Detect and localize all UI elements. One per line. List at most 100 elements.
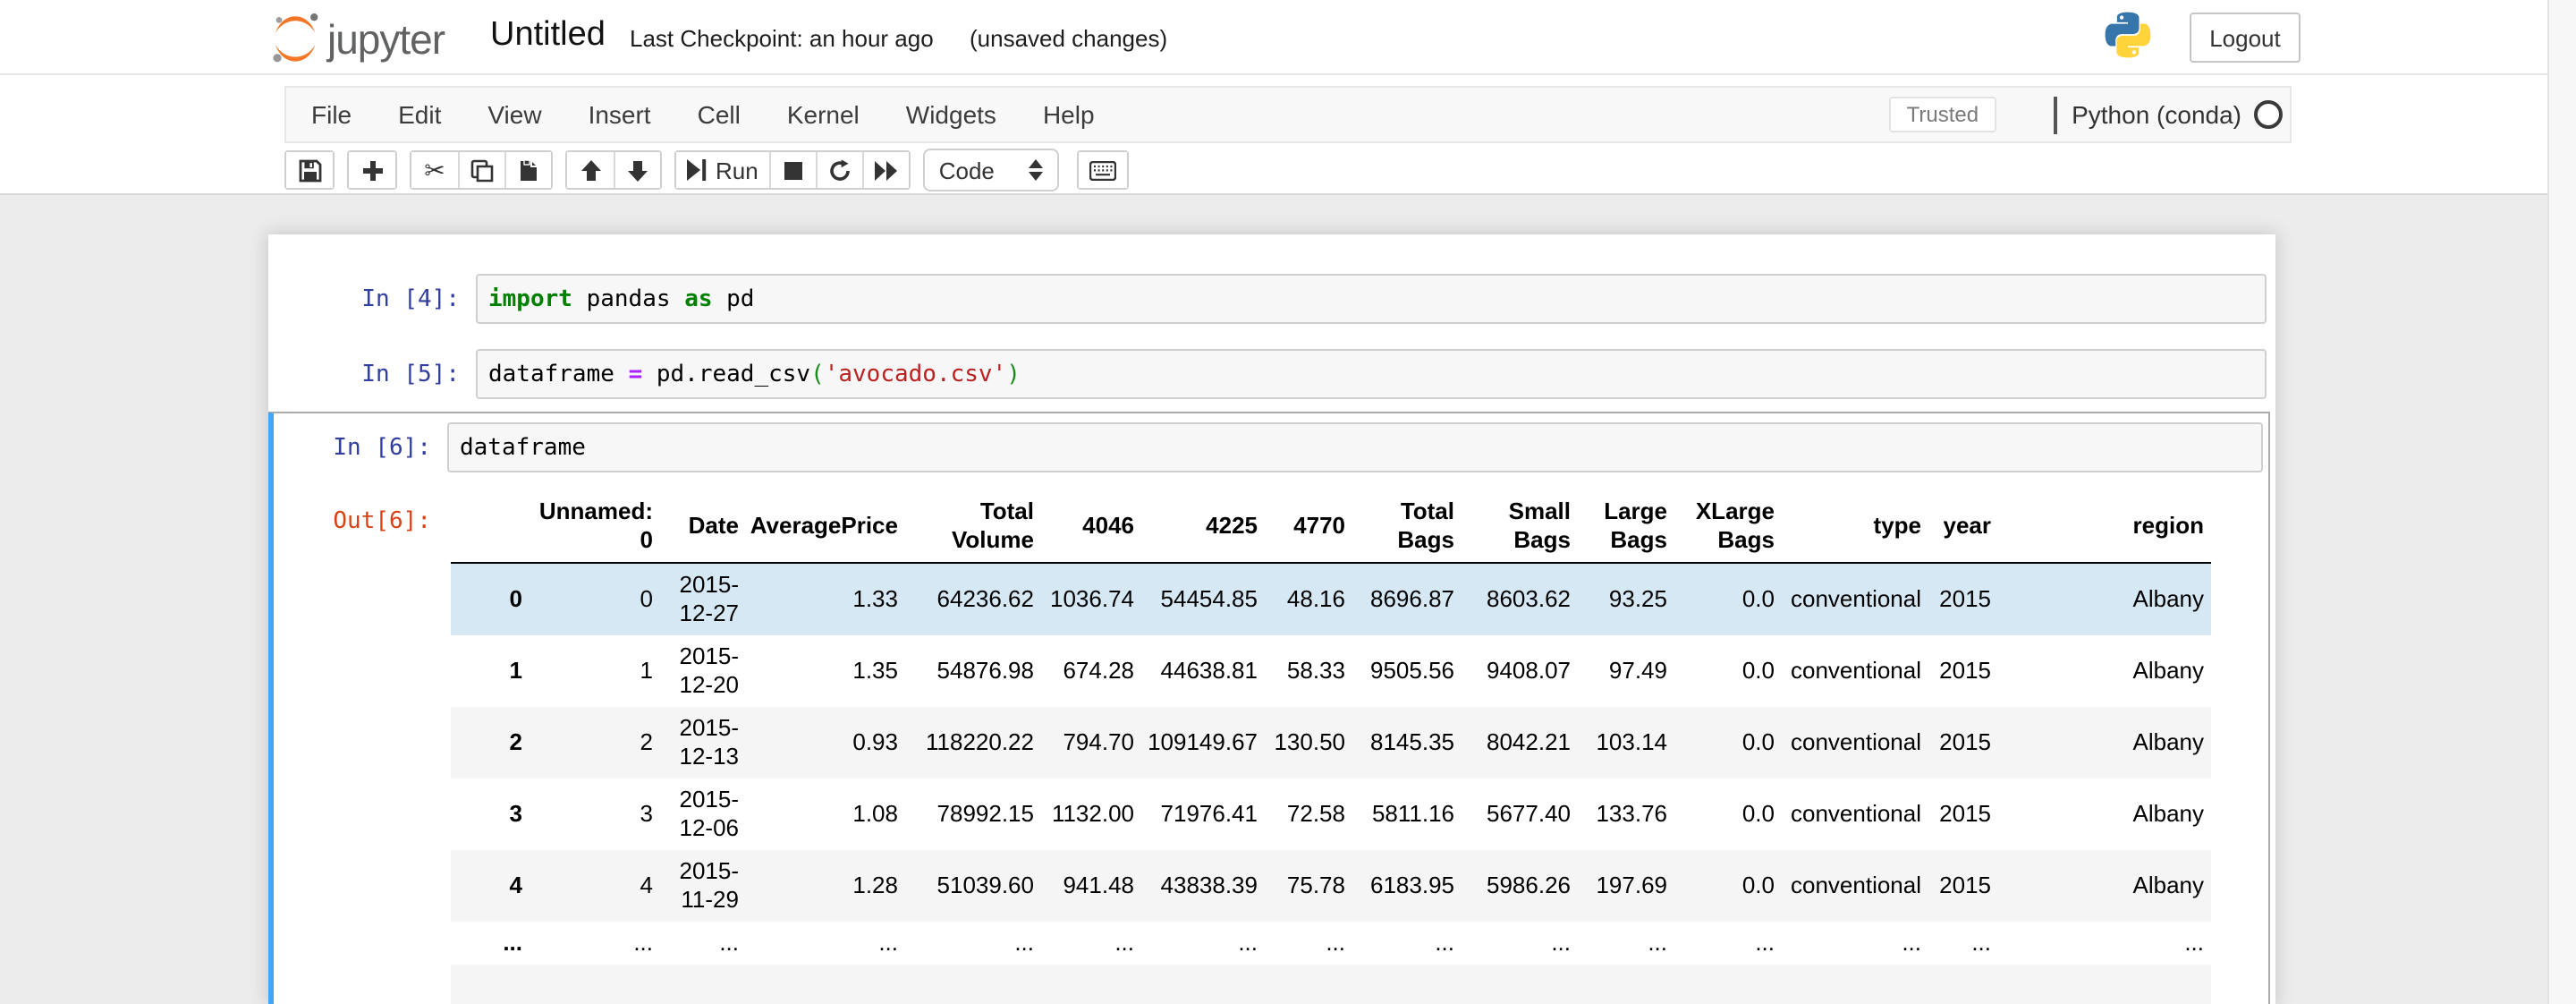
table-cell: 5811.16 (1352, 779, 1462, 850)
table-cell: 0.0 (1674, 779, 1782, 850)
insert-cell-below-button[interactable] (349, 152, 395, 188)
dataframe-table: Unnamed: 0DateAveragePriceTotal Volume40… (451, 490, 2211, 1004)
code-cell-in5[interactable]: In [5]: dataframe = pd.read_csv('avocado… (268, 336, 2275, 412)
keyboard-icon (1089, 160, 1116, 180)
restart-kernel-button[interactable] (816, 152, 862, 188)
toolbar: ✂ (284, 149, 1141, 191)
table-row: 002015-12-271.3364236.621036.7454454.854… (451, 563, 2211, 635)
top-chrome: jupyter Untitled Last Checkpoint: an hou… (0, 0, 2576, 195)
table-cell: 109149.67 (1141, 707, 1265, 779)
table-row: 332015-12-061.0878992.151132.0071976.417… (451, 779, 2211, 850)
table-row: 442015-11-291.2851039.60941.4843838.3975… (451, 850, 2211, 922)
cell-type-select[interactable]: Code (923, 149, 1059, 191)
interrupt-kernel-button[interactable] (769, 152, 816, 188)
notebook-title[interactable]: Untitled (490, 16, 606, 55)
table-cell: 1.35 (746, 635, 905, 707)
column-header: 4046 (1041, 490, 1141, 563)
column-header (451, 490, 530, 563)
menu-edit[interactable]: Edit (375, 88, 464, 141)
output-prompt: Out[6]: (274, 483, 447, 1004)
table-cell: 197.69 (1578, 850, 1674, 922)
code-input[interactable]: dataframe = pd.read_csv('avocado.csv') (476, 349, 2267, 399)
move-cell-down-button[interactable] (614, 152, 660, 188)
table-cell: ... (1041, 922, 1141, 965)
code-input[interactable]: import pandas as pd (476, 274, 2267, 324)
row-index: 1 (451, 635, 530, 707)
menu-file[interactable]: File (286, 88, 375, 141)
column-header: 4225 (1141, 490, 1265, 563)
jupyter-logo-word: jupyter (327, 16, 445, 64)
row-index: 0 (451, 563, 530, 635)
menu-help[interactable]: Help (1020, 88, 1118, 141)
column-header: Total Bags (1352, 490, 1462, 563)
paste-icon (517, 158, 540, 182)
table-cell: conventional (1782, 707, 1928, 779)
table-cell: conventional (1782, 779, 1928, 850)
code-cell-in6-selected[interactable]: In [6]: dataframe Out[6]: Unnamed: 0Date… (268, 412, 2270, 1004)
table-cell: 64236.62 (905, 563, 1041, 635)
menu-bar: File Edit View Insert Cell Kernel Widget… (284, 86, 2292, 143)
table-cell: 2015-12-20 (660, 635, 746, 707)
table-cell: ... (1998, 922, 2211, 965)
table-cell: conventional (1782, 635, 1928, 707)
table-cell: ... (1462, 922, 1578, 965)
command-palette-button[interactable] (1079, 152, 1127, 188)
table-cell: 8042.21 (1462, 707, 1578, 779)
menu-cell[interactable]: Cell (674, 88, 764, 141)
code-input[interactable]: dataframe (447, 422, 2263, 472)
table-cell: 130.50 (1265, 707, 1352, 779)
table-cell: 75.78 (1265, 850, 1352, 922)
table-cell: 2015-12-06 (660, 779, 746, 850)
column-header: year (1928, 490, 1998, 563)
table-cell: 2015 (1928, 779, 1998, 850)
table-cell: ... (530, 922, 660, 965)
copy-button[interactable] (458, 152, 504, 188)
jupyter-logo[interactable]: jupyter (268, 7, 445, 66)
logout-button[interactable]: Logout (2190, 13, 2301, 63)
cut-button[interactable]: ✂ (411, 152, 458, 188)
table-cell: Albany (1998, 707, 2211, 779)
table-cell: 3 (530, 779, 660, 850)
kernel-idle-indicator-icon (2254, 100, 2283, 129)
table-cell: 794.70 (1041, 707, 1141, 779)
table-cell: 4 (530, 850, 660, 922)
save-button[interactable] (286, 152, 333, 188)
table-cell: 2015 (1928, 635, 1998, 707)
paste-button[interactable] (504, 152, 551, 188)
table-cell: 0.0 (1674, 563, 1782, 635)
menu-view[interactable]: View (464, 88, 564, 141)
column-header: Large Bags (1578, 490, 1674, 563)
move-cell-up-button[interactable] (567, 152, 614, 188)
table-cell: 2015 (1928, 850, 1998, 922)
menu-kernel[interactable]: Kernel (764, 88, 883, 141)
table-cell: 6183.95 (1352, 850, 1462, 922)
vertical-scrollbar[interactable] (2547, 0, 2576, 1004)
table-cell: 133.76 (1578, 779, 1674, 850)
run-button-label: Run (716, 157, 758, 183)
table-cell: ... (1928, 922, 1998, 965)
code-cell-in4[interactable]: In [4]: import pandas as pd (268, 261, 2275, 336)
table-cell: 54454.85 (1141, 563, 1265, 635)
table-cell: conventional (1782, 563, 1928, 635)
table-cell: 9408.07 (1462, 635, 1578, 707)
column-header: Total Volume (905, 490, 1041, 563)
arrow-down-icon (626, 158, 649, 182)
table-cell: conventional (1782, 850, 1928, 922)
table-cell: 54876.98 (905, 635, 1041, 707)
trusted-badge[interactable]: Trusted (1889, 97, 1997, 132)
cell-type-value: Code (939, 157, 995, 183)
menu-widgets[interactable]: Widgets (883, 88, 1020, 141)
output-area: Unnamed: 0DateAveragePriceTotal Volume40… (447, 483, 2263, 1004)
input-prompt: In [6]: (274, 422, 447, 472)
table-cell: 8696.87 (1352, 563, 1462, 635)
table-cell: Albany (1998, 563, 2211, 635)
table-cell: 58.33 (1265, 635, 1352, 707)
stop-icon (784, 160, 803, 180)
table-cell: 941.48 (1041, 850, 1141, 922)
column-header: Date (660, 490, 746, 563)
run-cell-button[interactable]: Run (676, 152, 769, 188)
menu-insert[interactable]: Insert (565, 88, 674, 141)
restart-run-all-button[interactable] (862, 152, 909, 188)
table-cell: 1036.74 (1041, 563, 1141, 635)
table-cell: 1 (530, 635, 660, 707)
